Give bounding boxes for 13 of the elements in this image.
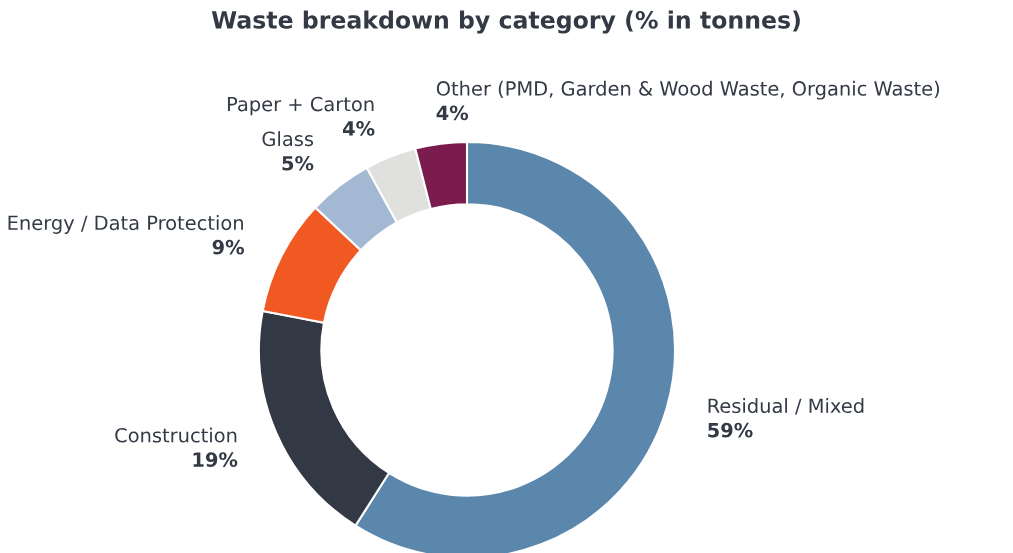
slice-label: Energy / Data Protection (8, 215, 243, 234)
data-label: 4% (342, 121, 375, 136)
data-label: 59% (708, 422, 753, 438)
slice-label: Other (PMD, Garden & Wood Waste, Organic Waste) (436, 80, 940, 100)
slice-label: Residual / Mixed (708, 398, 864, 415)
data-label: 9% (212, 239, 244, 255)
slice-label: Paper + Carton (227, 96, 374, 116)
slice-label: Construction (115, 427, 237, 443)
data-label: 5% (282, 155, 314, 171)
data-label: 4% (436, 105, 469, 121)
slice-label: Glass (262, 131, 314, 147)
data-label: 19% (193, 452, 238, 467)
chart-title: Waste breakdown by category (% in tonnes) (211, 10, 800, 34)
